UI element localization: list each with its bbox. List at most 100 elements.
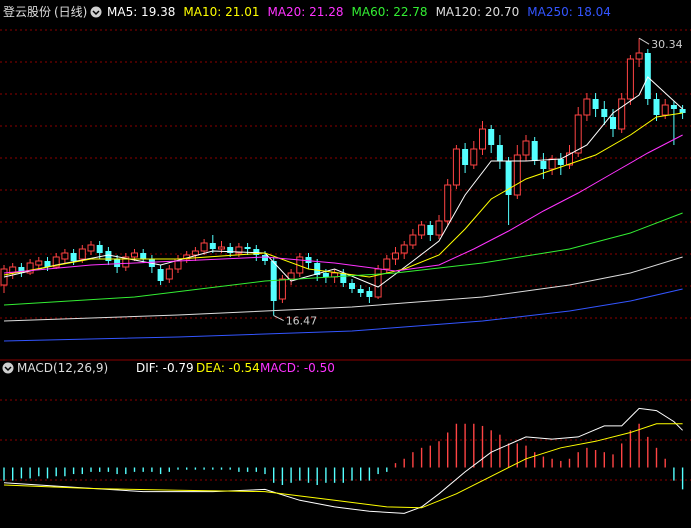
macd-dea-label: DEA: -0.54 [196, 361, 260, 375]
ma-legend-item: MA250: 18.04 [527, 5, 611, 19]
stock-name: 登云股份 [3, 4, 51, 19]
candle-body [653, 99, 660, 115]
candle-body [357, 289, 364, 293]
candle-body [18, 267, 25, 273]
candle-body [409, 234, 417, 246]
candle-body [366, 291, 373, 297]
ma-line-ma5 [3, 76, 683, 288]
candle-body [592, 99, 599, 109]
high-annotation: 30.34 [651, 38, 683, 51]
candle-body [200, 242, 208, 252]
candle-body [278, 278, 286, 300]
ma-line-ma60 [3, 212, 683, 306]
candle-body [322, 273, 329, 277]
candle-body [96, 245, 103, 253]
candle-body [462, 149, 469, 165]
candle-body [349, 283, 355, 289]
period-label: (日线) [54, 5, 87, 19]
candle-body [566, 152, 573, 166]
candle-body [227, 247, 234, 253]
candle-body [531, 141, 538, 161]
candle-body [340, 273, 347, 283]
candle-body [262, 255, 268, 261]
macd-dif-label: DIF: -0.79 [136, 361, 194, 375]
candle-body [209, 243, 216, 249]
candle-body [392, 252, 399, 260]
candle-body [479, 128, 486, 150]
candle-body [496, 145, 503, 161]
candle-body [601, 109, 608, 117]
candle-body [140, 253, 147, 259]
candle-body [235, 246, 243, 254]
candle-body [505, 161, 512, 195]
candle-body [583, 98, 591, 116]
candle-body [114, 259, 121, 267]
candle-body [618, 98, 626, 130]
candle-body [548, 158, 556, 170]
candle-body [191, 250, 199, 256]
ma-line-ma20 [3, 134, 683, 274]
macd-panel [3, 407, 684, 514]
candle-body [540, 161, 547, 169]
low-marker-line [273, 315, 284, 322]
ma-legend-item: MA60: 22.78 [352, 5, 428, 19]
circle-chevron-down-icon[interactable] [90, 6, 102, 18]
macd-dif-line [3, 407, 683, 514]
candle-body [470, 148, 478, 166]
candle-body [374, 268, 382, 298]
candle-body [513, 154, 521, 196]
candle-body [122, 256, 130, 268]
candle-body [218, 246, 225, 250]
candle-body [635, 52, 643, 60]
ma-line-ma10 [3, 112, 683, 278]
candle-body [105, 251, 112, 261]
candle-body [644, 53, 651, 99]
candle-body [610, 117, 616, 129]
candle-body [679, 109, 686, 113]
ma-line-ma120 [3, 256, 683, 322]
ma-legend-item: MA20: 21.28 [267, 5, 343, 19]
candle-body [418, 224, 426, 236]
ma-line-ma250 [3, 288, 683, 342]
candle-body [70, 253, 77, 261]
candle-body [244, 247, 251, 249]
candle-body [383, 258, 391, 270]
grid-lines [0, 29, 691, 481]
ma-legend-item: MA120: 20.70 [436, 5, 520, 19]
ma-legend-item: MA5: 19.38 [107, 5, 175, 19]
price-panel: 30.34 16.47 [0, 37, 686, 342]
candle-body [35, 260, 43, 266]
ma-legend: MA5: 19.38 MA10: 21.01 MA20: 21.28 MA60: 22… [107, 5, 611, 19]
candle-body [131, 252, 138, 258]
candle-body [26, 262, 34, 274]
candle-body [400, 244, 408, 254]
candle-body [557, 159, 564, 165]
high-marker-line [638, 37, 650, 45]
candle-body [574, 114, 582, 154]
candle-body [626, 58, 634, 100]
candle-body [157, 269, 164, 281]
candle-body [452, 148, 460, 186]
macd-dea-line [3, 423, 683, 509]
candle-body [314, 263, 321, 275]
candle-body [305, 257, 312, 263]
candle-body [661, 104, 669, 116]
candle-body [165, 268, 173, 280]
candle-body [253, 249, 260, 255]
candle-body [488, 129, 495, 145]
circle-chevron-down-icon[interactable] [2, 362, 14, 374]
candle-body [435, 220, 443, 236]
candle-body [44, 261, 51, 267]
candle-body [427, 225, 434, 235]
macd-indicator-name: MACD(12,26,9) [17, 361, 108, 375]
candle-body [270, 261, 277, 301]
candle-body [670, 105, 677, 109]
macd-value-label: MACD: -0.50 [260, 361, 335, 375]
candle-body [87, 244, 95, 252]
candle-body [52, 256, 60, 268]
candle-body [522, 140, 530, 156]
low-annotation: 16.47 [286, 315, 318, 328]
candle-body [78, 248, 86, 260]
candle-body [444, 184, 452, 222]
